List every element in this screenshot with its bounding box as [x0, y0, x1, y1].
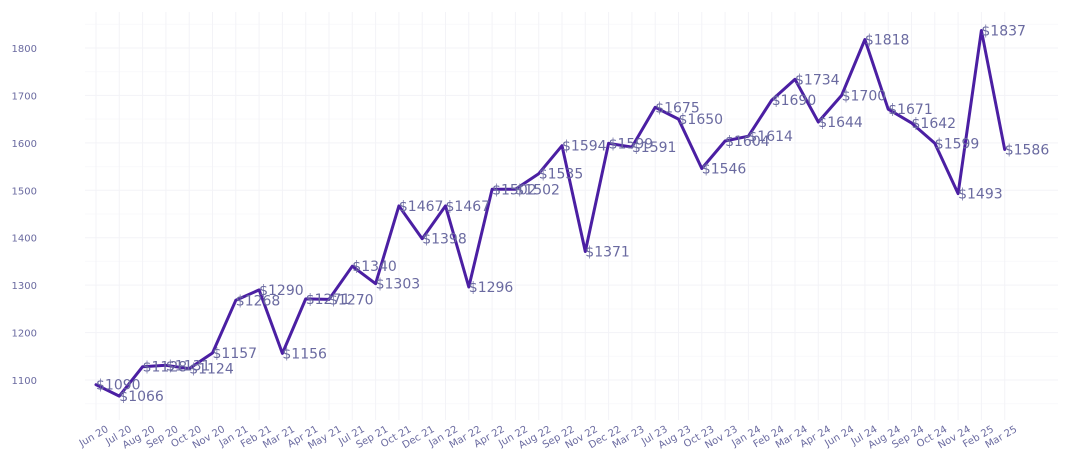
data-label: $1296: [469, 280, 514, 296]
data-label: $1818: [865, 32, 910, 48]
data-label: $1303: [376, 277, 421, 293]
data-label: $1675: [655, 100, 700, 116]
y-tick-label: 1800: [12, 44, 37, 55]
data-label: $1535: [539, 167, 584, 183]
data-label: $1594: [562, 139, 607, 155]
data-label: $1604: [725, 134, 770, 150]
data-label: $1502: [515, 182, 560, 198]
data-label: $1131: [166, 358, 211, 374]
data-label: $1090: [96, 378, 141, 394]
data-label: $1156: [282, 346, 327, 362]
data-label: $1398: [422, 232, 467, 248]
y-tick-label: 1700: [12, 91, 37, 102]
data-label: $1690: [772, 93, 817, 109]
data-labels: $1090$1066 $1128$1131$1124$1157 $1268$1290…: [96, 23, 1049, 405]
data-label: $1467: [446, 199, 491, 215]
data-label: $1124: [189, 362, 234, 378]
y-tick-label: 1100: [12, 376, 37, 387]
y-tick-label: 1600: [12, 139, 37, 150]
y-tick-label: 1200: [12, 329, 37, 340]
y-tick-label: 1300: [12, 281, 37, 292]
data-label: $1837: [981, 23, 1026, 39]
data-label: $1700: [842, 88, 887, 104]
data-label: $1599: [935, 136, 980, 152]
data-label: $1467: [399, 199, 444, 215]
data-label: $1066: [119, 389, 164, 405]
data-label: $1268: [236, 293, 281, 309]
data-label: $1734: [795, 72, 840, 88]
data-label: $1371: [585, 244, 630, 260]
data-label: $1586: [1005, 142, 1050, 158]
data-label: $1642: [912, 116, 957, 132]
data-label: $1493: [958, 187, 1003, 203]
y-tick-label: 1500: [12, 186, 37, 197]
y-axis: 1100 1200 1300 1400 1500 1600 1700 1800: [12, 44, 37, 387]
data-label: $1270: [329, 292, 374, 308]
data-label: $1340: [352, 259, 397, 275]
y-tick-label: 1400: [12, 234, 37, 245]
data-label: $1128: [143, 360, 188, 376]
series-line: [94, 29, 1007, 398]
data-label: $1671: [888, 102, 933, 118]
data-label: $1271: [306, 292, 351, 308]
series: [94, 29, 1007, 398]
data-label: $1546: [702, 161, 747, 177]
data-label: $1290: [259, 283, 304, 299]
data-label: $1644: [818, 115, 863, 131]
data-label: $1502: [492, 182, 537, 198]
data-label: $1614: [748, 129, 793, 145]
data-label: $1650: [679, 112, 724, 128]
data-label: $1157: [213, 346, 258, 362]
data-label: $1591: [632, 140, 677, 156]
data-label: $1599: [609, 136, 654, 152]
